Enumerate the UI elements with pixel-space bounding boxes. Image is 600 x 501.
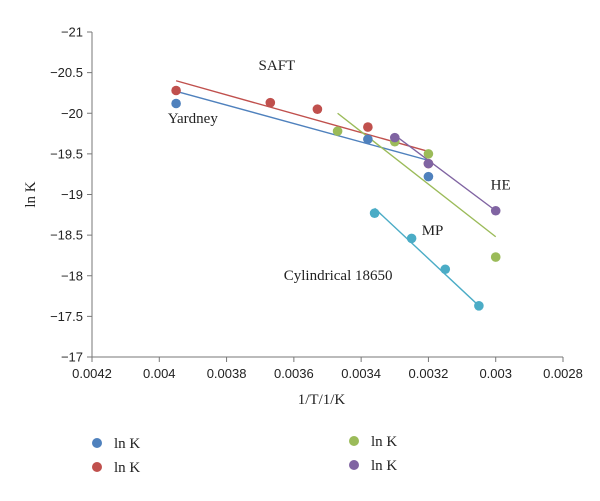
y-tick-label: −17.5 bbox=[50, 309, 83, 324]
data-point-series-1 bbox=[363, 134, 373, 145]
x-tick-label: 0.0034 bbox=[341, 366, 381, 381]
fit-line-series-2 bbox=[175, 80, 429, 153]
data-point-series-5 bbox=[406, 233, 417, 244]
data-point-series-4 bbox=[490, 205, 501, 216]
data-point-series-4 bbox=[389, 132, 400, 143]
annotation-label: Cylindrical 18650 bbox=[284, 268, 393, 284]
y-tick-label: −19.5 bbox=[50, 146, 83, 161]
legend: ln K ln K ln K ln K bbox=[92, 434, 397, 476]
data-point-series-4 bbox=[423, 158, 434, 169]
y-tick-label: −21 bbox=[61, 25, 83, 40]
fit-line-series-3 bbox=[337, 112, 497, 238]
legend-label: ln K bbox=[371, 434, 397, 450]
data-point-series-3 bbox=[332, 126, 343, 136]
x-tick-label: 0.0032 bbox=[409, 366, 449, 381]
data-point-series-5 bbox=[474, 301, 484, 311]
annotation-label: MP bbox=[422, 223, 444, 239]
annotation-label: HE bbox=[491, 178, 511, 194]
legend-marker bbox=[349, 460, 359, 470]
data-point-series-3 bbox=[490, 252, 501, 262]
annotation-label: Yardney bbox=[168, 111, 219, 127]
y-tick-label: −20.5 bbox=[50, 65, 83, 80]
y-tick-label: −17 bbox=[61, 350, 83, 365]
legend-marker bbox=[349, 436, 359, 446]
x-tick-label: 0.0038 bbox=[207, 366, 247, 381]
y-tick-label: −20 bbox=[61, 106, 83, 121]
fit-lines bbox=[175, 80, 497, 307]
data-point-series-5 bbox=[440, 264, 451, 275]
x-tick-label: 0.0028 bbox=[543, 366, 583, 381]
annotation-label: SAFT bbox=[259, 58, 296, 74]
legend-label: ln K bbox=[114, 460, 140, 476]
legend-marker bbox=[92, 438, 102, 448]
y-tick-label: −18 bbox=[61, 268, 83, 283]
legend-label: ln K bbox=[114, 436, 140, 452]
x-tick-label: 0.004 bbox=[143, 366, 176, 381]
data-point-series-2 bbox=[265, 97, 276, 108]
data-point-series-2 bbox=[171, 85, 181, 96]
legend-label: ln K bbox=[371, 458, 397, 474]
y-axis-title: ln K bbox=[23, 181, 39, 207]
axes: 0.0042 0.004 0.0038 0.0036 0.0034 0.0032 0.003… bbox=[23, 25, 583, 409]
y-tick-label: −19 bbox=[61, 187, 83, 202]
fit-line-series-1 bbox=[175, 90, 429, 162]
data-point-series-2 bbox=[312, 104, 323, 114]
x-tick-label: 0.003 bbox=[479, 366, 512, 381]
data-point-series-5 bbox=[369, 208, 380, 218]
data-point-series-1 bbox=[423, 171, 434, 182]
annotations: SAFT Yardney HE MP Cylindrical 18650 bbox=[168, 58, 511, 284]
fit-line-series-5 bbox=[374, 207, 480, 307]
fit-line-series-4 bbox=[394, 134, 497, 212]
legend-marker bbox=[92, 462, 102, 472]
y-tick-label: −18.5 bbox=[50, 228, 83, 243]
x-tick-label: 0.0036 bbox=[274, 366, 314, 381]
x-axis-title: 1/T/1/K bbox=[298, 392, 346, 408]
data-point-series-1 bbox=[171, 98, 181, 109]
data-point-series-3 bbox=[423, 149, 434, 159]
data-point-series-2 bbox=[363, 122, 373, 132]
x-tick-label: 0.0042 bbox=[72, 366, 112, 381]
data-points bbox=[171, 85, 501, 311]
